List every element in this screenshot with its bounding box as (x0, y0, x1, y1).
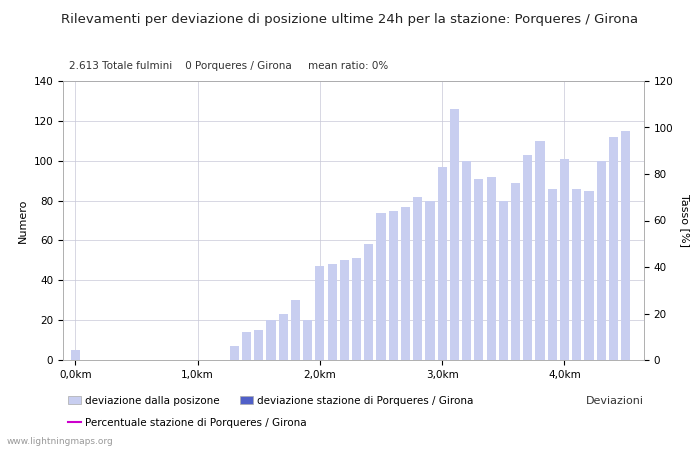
Bar (364, 244, 373, 360)
Bar (242, 332, 251, 360)
Bar (230, 346, 239, 360)
Bar (315, 266, 324, 360)
Bar (279, 314, 288, 360)
Bar (340, 261, 349, 360)
Bar (498, 201, 508, 360)
Bar (290, 300, 300, 360)
Text: Rilevamenti per deviazione di posizione ultime 24h per la stazione: Porqueres / : Rilevamenti per deviazione di posizione … (62, 14, 638, 27)
Text: 2.613 Totale fulmini    0 Porqueres / Girona     mean ratio: 0%: 2.613 Totale fulmini 0 Porqueres / Giron… (69, 62, 388, 72)
Bar (377, 212, 386, 360)
Bar (426, 201, 435, 360)
Bar (486, 177, 496, 360)
Bar (584, 191, 594, 360)
Bar (389, 211, 398, 360)
Bar (352, 258, 361, 360)
Bar (547, 189, 556, 360)
Bar (523, 155, 533, 360)
Y-axis label: Tasso [%]: Tasso [%] (680, 194, 690, 247)
Bar (413, 197, 422, 360)
Bar (462, 161, 471, 360)
Bar (328, 264, 337, 360)
Bar (596, 161, 606, 360)
Bar (450, 109, 459, 360)
Bar (438, 166, 447, 360)
Y-axis label: Numero: Numero (18, 198, 28, 243)
Bar (254, 330, 263, 360)
Bar (572, 189, 581, 360)
Bar (303, 320, 312, 360)
Bar (511, 183, 520, 360)
Bar (609, 137, 618, 360)
Bar (621, 131, 630, 360)
Bar (71, 350, 80, 360)
Text: Deviazioni: Deviazioni (586, 396, 644, 406)
Bar (536, 141, 545, 360)
Text: www.lightningmaps.org: www.lightningmaps.org (7, 436, 113, 446)
Bar (401, 207, 410, 360)
Legend: Percentuale stazione di Porqueres / Girona: Percentuale stazione di Porqueres / Giro… (68, 418, 307, 428)
Bar (475, 179, 484, 360)
Bar (560, 159, 569, 360)
Bar (266, 320, 276, 360)
